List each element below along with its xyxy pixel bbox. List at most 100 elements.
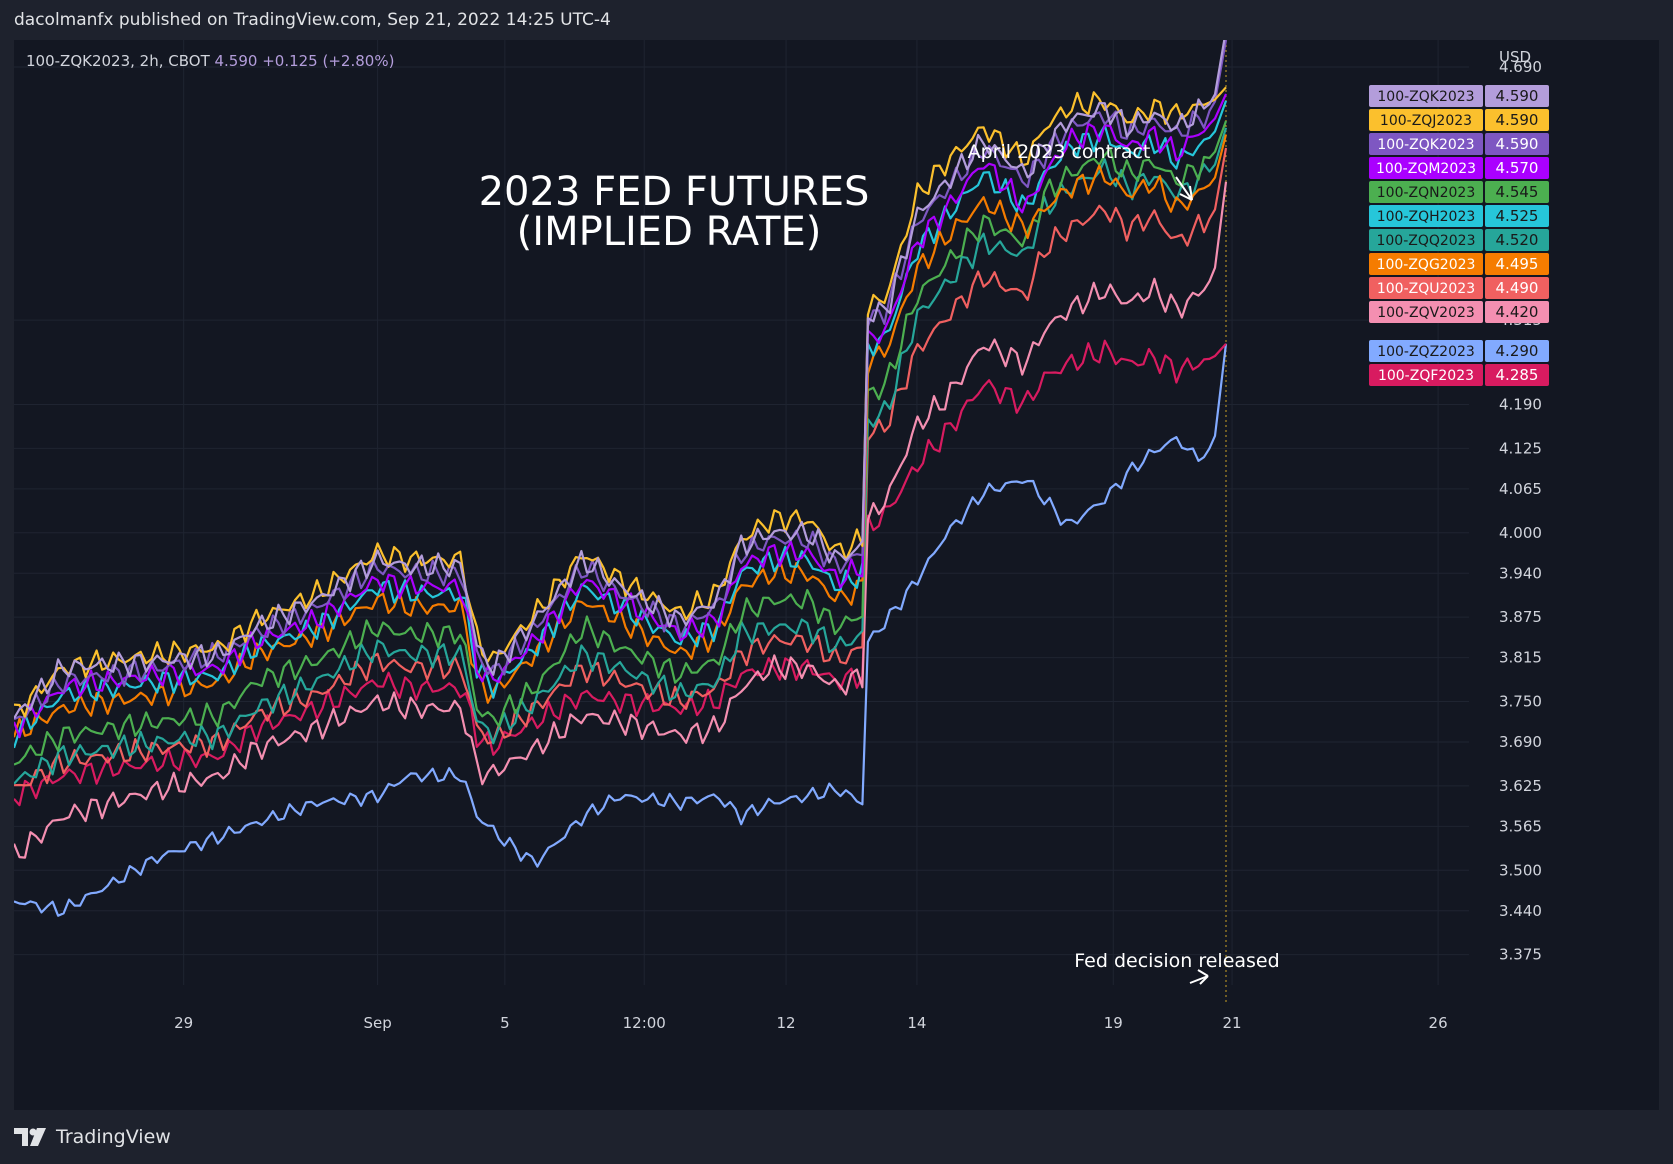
x-tick-label: 12 bbox=[776, 1014, 795, 1032]
legend-value-bg bbox=[1485, 364, 1549, 386]
legend-value-bg bbox=[1485, 229, 1549, 251]
legend-item[interactable]: 100-ZQH2023 4.525 bbox=[1369, 205, 1549, 227]
legend-name: 100-ZQV2023 bbox=[1377, 305, 1475, 321]
legend-name-bg bbox=[1369, 181, 1483, 203]
y-tick-label: 3.565 bbox=[1499, 817, 1542, 835]
x-tick-label: Sep bbox=[363, 1014, 391, 1032]
y-tick-label: 3.440 bbox=[1499, 902, 1542, 920]
y-tick-label: 4.000 bbox=[1499, 524, 1542, 542]
legend-item[interactable]: 100-ZQN2023 4.545 bbox=[1369, 181, 1549, 203]
series-line-100-zqq2023[interactable] bbox=[13, 127, 1228, 785]
series-line-100-zqf2023[interactable] bbox=[13, 339, 1227, 807]
series-line-100-zqk2023[interactable] bbox=[13, 29, 1228, 719]
legend-name-bg bbox=[1369, 205, 1483, 227]
legend-value-bg bbox=[1485, 133, 1549, 155]
y-tick-label: 3.940 bbox=[1499, 564, 1542, 582]
y-tick-label: 4.065 bbox=[1499, 480, 1542, 498]
legend-value: 4.495 bbox=[1496, 255, 1539, 273]
legend-item[interactable]: 100-ZQK2023 4.590 bbox=[1369, 85, 1549, 107]
price-axis: 4.6904.3154.1904.1254.0654.0003.9403.875… bbox=[1499, 58, 1542, 964]
legend-item[interactable]: 100-ZQU2023 4.490 bbox=[1369, 277, 1549, 299]
legend-name: 100-ZQH2023 bbox=[1377, 209, 1476, 225]
legend-name: 100-ZQF2023 bbox=[1378, 368, 1474, 384]
x-tick-label: 5 bbox=[500, 1014, 510, 1032]
legend-name-bg bbox=[1369, 229, 1483, 251]
legend-name: 100-ZQM2023 bbox=[1376, 161, 1476, 177]
legend-value: 4.285 bbox=[1496, 366, 1539, 384]
legend-item[interactable]: 100-ZQG2023 4.495 bbox=[1369, 253, 1549, 275]
x-tick-label: 12:00 bbox=[623, 1014, 666, 1032]
legend-value: 4.520 bbox=[1496, 231, 1539, 249]
x-tick-label: 29 bbox=[174, 1014, 193, 1032]
symbol-info[interactable]: 100-ZQK2023, 2h, CBOT 4.590 +0.125 (+2.8… bbox=[26, 52, 394, 70]
chart-pane[interactable]: 4.6904.3154.1904.1254.0654.0003.9403.875… bbox=[12, 29, 1659, 1110]
legend-name-bg bbox=[1369, 340, 1483, 362]
legend-name-bg bbox=[1369, 109, 1483, 131]
legend-name: 100-ZQN2023 bbox=[1377, 185, 1476, 201]
y-tick-label: 3.750 bbox=[1499, 693, 1542, 711]
chart-subtitle: (IMPLIED RATE) bbox=[517, 209, 822, 255]
annotations: April 2023 contract Fed decision released bbox=[968, 141, 1280, 985]
legend-value-bg bbox=[1485, 277, 1549, 299]
currency-label: USD bbox=[1499, 48, 1531, 66]
legend-value: 4.590 bbox=[1496, 111, 1539, 129]
y-tick-label: 3.875 bbox=[1499, 608, 1542, 626]
footer-brand: TradingView bbox=[56, 1126, 171, 1148]
y-tick-label: 3.375 bbox=[1499, 946, 1542, 964]
legend-item[interactable]: 100-ZQF2023 4.285 bbox=[1369, 364, 1549, 386]
y-tick-label: 3.500 bbox=[1499, 861, 1542, 879]
x-tick-label: 19 bbox=[1104, 1014, 1123, 1032]
series-line-100-zqv2023[interactable] bbox=[12, 181, 1228, 859]
legend-name: 100-ZQJ2023 bbox=[1380, 113, 1472, 129]
legend-value: 4.525 bbox=[1496, 207, 1539, 225]
footer[interactable]: TradingView bbox=[14, 1126, 171, 1148]
legend-value: 4.570 bbox=[1496, 159, 1539, 177]
legend-item[interactable]: 100-ZQQ2023 4.520 bbox=[1369, 229, 1549, 251]
publisher-attribution: dacolmanfx published on TradingView.com,… bbox=[14, 10, 611, 30]
y-tick-label: 3.690 bbox=[1499, 733, 1542, 751]
x-tick-label: 21 bbox=[1223, 1014, 1242, 1032]
y-tick-label: 4.125 bbox=[1499, 439, 1542, 457]
price-chart[interactable]: 4.6904.3154.1904.1254.0654.0003.9403.875… bbox=[12, 29, 1659, 1110]
legend-value: 4.590 bbox=[1496, 135, 1539, 153]
y-tick-label: 4.690 bbox=[1499, 58, 1542, 76]
x-tick-label: 26 bbox=[1429, 1014, 1448, 1032]
symbol-name: 100-ZQK2023, 2h, CBOT bbox=[26, 52, 215, 70]
legend-item[interactable]: 100-ZQK2023 4.590 bbox=[1369, 133, 1549, 155]
series-line-100-zqj2023[interactable] bbox=[13, 86, 1227, 718]
legend-name: 100-ZQQ2023 bbox=[1376, 233, 1475, 249]
series-line-100-zqz2023[interactable] bbox=[13, 343, 1228, 917]
series-line-100-zqm2023[interactable] bbox=[12, 93, 1228, 739]
legend-name-bg bbox=[1369, 133, 1483, 155]
y-tick-label: 3.625 bbox=[1499, 777, 1542, 795]
legend-value: 4.545 bbox=[1496, 183, 1539, 201]
legend-value-bg bbox=[1485, 205, 1549, 227]
legend-name-bg bbox=[1369, 157, 1483, 179]
legend-item[interactable]: 100-ZQM2023 4.570 bbox=[1369, 157, 1549, 179]
symbol-change: +0.125 (+2.80%) bbox=[262, 52, 394, 70]
legend-value: 4.420 bbox=[1496, 303, 1539, 321]
legend-value: 4.590 bbox=[1496, 87, 1539, 105]
legend-value-bg bbox=[1485, 109, 1549, 131]
legend-name: 100-ZQK2023 bbox=[1377, 89, 1474, 105]
legend-value-bg bbox=[1485, 340, 1549, 362]
chart-title: 2023 FED FUTURES bbox=[479, 169, 870, 215]
symbol-last: 4.590 bbox=[215, 52, 263, 70]
y-tick-label: 4.190 bbox=[1499, 396, 1542, 414]
legend-name: 100-ZQZ2023 bbox=[1377, 344, 1475, 360]
legend-name: 100-ZQK2023 bbox=[1377, 137, 1474, 153]
annotation-fed-decision: Fed decision released bbox=[1074, 950, 1279, 972]
tradingview-logo-icon bbox=[14, 1128, 46, 1146]
legend-item[interactable]: 100-ZQZ2023 4.290 bbox=[1369, 340, 1549, 362]
legend-value-bg bbox=[1485, 85, 1549, 107]
legend-name-bg bbox=[1369, 277, 1483, 299]
legend-item[interactable]: 100-ZQJ2023 4.590 bbox=[1369, 109, 1549, 131]
series-line-100-zqk2023[interactable] bbox=[13, 39, 1228, 721]
annotation-april-contract: April 2023 contract bbox=[968, 141, 1151, 163]
legend-value: 4.490 bbox=[1496, 279, 1539, 297]
series-line-100-zqn2023[interactable] bbox=[13, 120, 1228, 766]
legend-value-bg bbox=[1485, 301, 1549, 323]
x-tick-label: 14 bbox=[907, 1014, 926, 1032]
legend-item[interactable]: 100-ZQV2023 4.420 bbox=[1369, 301, 1549, 323]
